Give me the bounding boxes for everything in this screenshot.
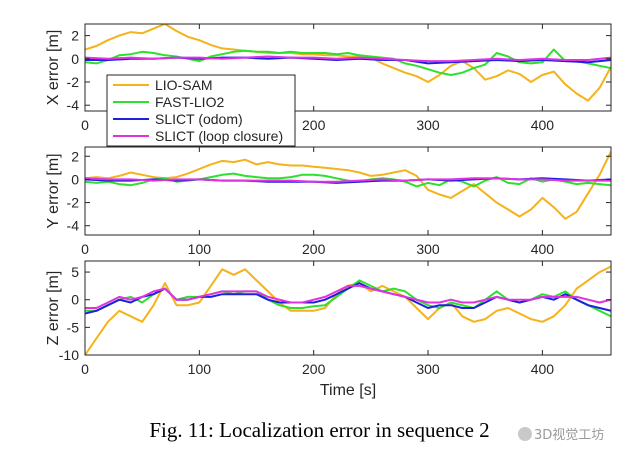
y-tick-label: -5 xyxy=(67,319,80,335)
y-tick-label: 0 xyxy=(71,51,79,67)
watermark: 3D视觉工坊 xyxy=(518,424,604,443)
y-tick-label: 0 xyxy=(71,171,79,187)
y-axis-label: X error [m] xyxy=(45,30,62,106)
axes-box xyxy=(84,23,612,112)
x-tick-label: 400 xyxy=(531,241,555,257)
figure-caption: Fig. 11: Localization error in sequence … xyxy=(149,418,490,442)
y-axis-label: Z error [m] xyxy=(45,271,62,346)
series-y-lio-sam xyxy=(85,151,611,220)
axes-box xyxy=(84,260,612,356)
y-tick-label: -2 xyxy=(67,74,80,90)
y-tick-label: 0 xyxy=(71,292,79,308)
x-tick-label: 300 xyxy=(416,117,440,133)
x-tick-label: 400 xyxy=(531,361,555,377)
figure: 20-2-40100200300400X error [m]LIO-SAMFAS… xyxy=(45,23,612,399)
x-tick-label: 0 xyxy=(81,361,89,377)
series-x-lio-sam xyxy=(85,24,611,102)
x-tick-label: 300 xyxy=(416,241,440,257)
legend-label: SLICT (odom) xyxy=(155,111,243,127)
legend-label: FAST-LIO2 xyxy=(155,94,224,110)
legend-label: LIO-SAM xyxy=(155,77,213,93)
y-tick-label: 2 xyxy=(71,28,79,44)
y-tick-label: 5 xyxy=(71,264,79,280)
series-z-slict-loop-closure xyxy=(85,284,611,309)
x-tick-label: 300 xyxy=(416,361,440,377)
y-tick-label: -4 xyxy=(67,218,80,234)
watermark-text: 3D视觉工坊 xyxy=(534,428,605,443)
series-y-slict-loop-closure xyxy=(85,177,611,183)
series-x-fast-lio2 xyxy=(85,48,611,76)
x-axis-label: Time [s] xyxy=(320,382,376,399)
axes-box xyxy=(84,146,612,236)
y-tick-label: 2 xyxy=(71,148,79,164)
series-x-slict-loop-closure xyxy=(85,55,611,63)
y-axis-label: Y error [m] xyxy=(45,153,62,228)
legend-box xyxy=(106,74,296,147)
wechat-icon xyxy=(518,427,532,441)
x-tick-label: 200 xyxy=(302,361,326,377)
y-tick-label: -4 xyxy=(67,97,80,113)
x-tick-label: 200 xyxy=(302,241,326,257)
y-tick-label: -10 xyxy=(59,347,79,363)
x-tick-label: 400 xyxy=(531,117,555,133)
x-tick-label: 0 xyxy=(81,241,89,257)
panel-x-error: 20-2-40100200300400X error [m]LIO-SAMFAS… xyxy=(45,23,612,147)
legend-label: SLICT (loop closure) xyxy=(155,128,283,144)
series-z-lio-sam xyxy=(85,265,611,355)
x-tick-label: 0 xyxy=(81,117,89,133)
y-tick-label: -2 xyxy=(67,195,80,211)
x-tick-label: 100 xyxy=(188,241,212,257)
x-tick-label: 100 xyxy=(188,361,212,377)
x-tick-label: 200 xyxy=(302,117,326,133)
